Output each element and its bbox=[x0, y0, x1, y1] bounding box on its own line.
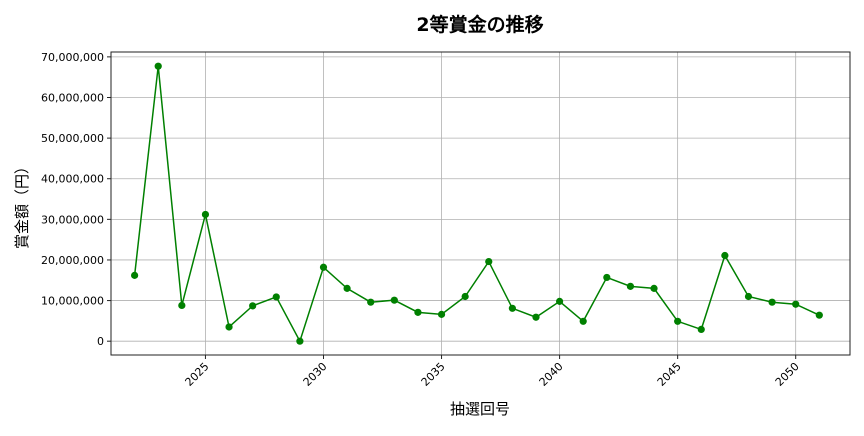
y-tick-label: 50,000,000 bbox=[41, 132, 104, 145]
data-point bbox=[437, 310, 446, 318]
y-tick-label: 0 bbox=[97, 335, 104, 348]
chart-title: 2等賞金の推移 bbox=[416, 13, 543, 36]
data-point bbox=[154, 62, 162, 70]
data-point bbox=[131, 271, 139, 279]
data-point bbox=[603, 273, 611, 282]
data-point bbox=[508, 304, 516, 312]
y-tick-label: 20,000,000 bbox=[41, 254, 104, 267]
data-point bbox=[249, 302, 257, 310]
data-point bbox=[272, 293, 280, 301]
x-axis-label: 抽選回号 bbox=[450, 400, 510, 418]
data-point bbox=[367, 298, 375, 306]
series-line bbox=[133, 66, 820, 344]
data-point bbox=[225, 323, 233, 331]
data-point bbox=[579, 317, 587, 325]
y-tick-label: 70,000,000 bbox=[41, 51, 104, 64]
data-point bbox=[626, 282, 635, 290]
data-point bbox=[674, 317, 682, 325]
data-point bbox=[555, 297, 564, 305]
data-point bbox=[296, 337, 304, 345]
x-tick-label: 2030 bbox=[301, 360, 330, 389]
data-point bbox=[343, 284, 351, 292]
data-point bbox=[178, 301, 186, 310]
plot-frame bbox=[110, 51, 851, 356]
data-point bbox=[815, 311, 823, 319]
data-point bbox=[414, 308, 422, 316]
data-point bbox=[485, 257, 493, 266]
x-tick-label: 2035 bbox=[419, 360, 448, 389]
x-tick-label: 2025 bbox=[183, 360, 212, 389]
y-tick-label: 10,000,000 bbox=[41, 295, 104, 308]
y-tick-label: 40,000,000 bbox=[41, 173, 104, 186]
data-point bbox=[461, 292, 469, 301]
x-tick-label: 2050 bbox=[773, 360, 802, 389]
y-tick-label: 30,000,000 bbox=[41, 213, 104, 226]
y-tick-label: 60,000,000 bbox=[41, 91, 104, 104]
data-point bbox=[744, 292, 753, 301]
data-point bbox=[697, 325, 705, 334]
data-point bbox=[201, 210, 210, 219]
data-point bbox=[792, 300, 800, 308]
y-axis-label: 賞金額（円） bbox=[13, 159, 31, 249]
data-point bbox=[319, 263, 328, 271]
data-point bbox=[532, 313, 540, 321]
data-point bbox=[768, 298, 776, 306]
data-point bbox=[390, 296, 398, 304]
data-point bbox=[650, 284, 658, 292]
data-point bbox=[721, 251, 729, 260]
x-tick-label: 2045 bbox=[655, 360, 684, 389]
x-tick-label: 2040 bbox=[537, 360, 566, 389]
